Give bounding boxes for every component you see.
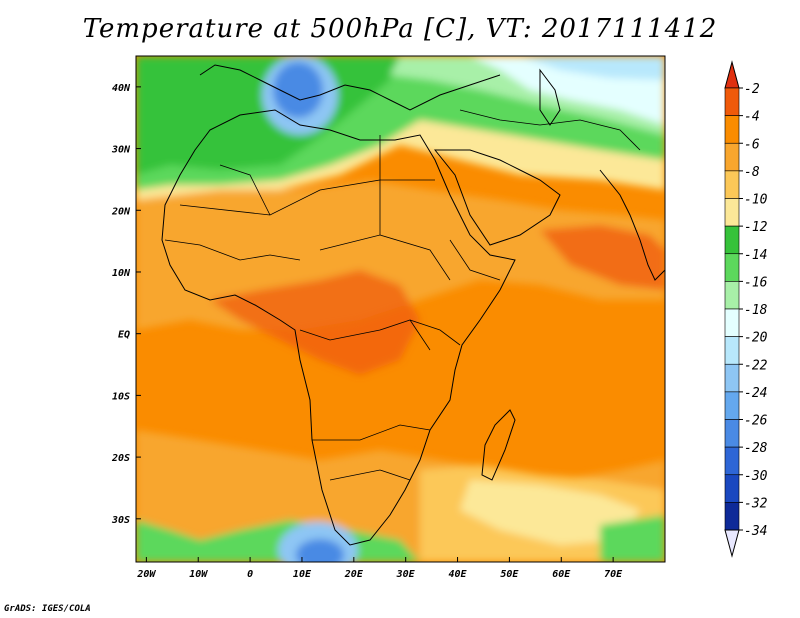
border-south-1 xyxy=(312,424,431,441)
field-band-minus2-center xyxy=(210,270,420,375)
x-tick-label: 10W xyxy=(189,569,208,580)
colorbar-swatch xyxy=(724,502,740,531)
y-tick-label: 20S xyxy=(111,453,130,464)
colorbar-label: -32 xyxy=(744,496,768,511)
colorbar-swatch xyxy=(724,170,740,199)
x-tick-label: 70E xyxy=(604,569,623,580)
border-congo xyxy=(299,319,431,351)
colorbar-label: -12 xyxy=(744,220,768,235)
colorbar-swatch xyxy=(724,253,740,282)
x-tick-label: 30E xyxy=(396,569,416,580)
x-tick-label: 40E xyxy=(449,569,468,580)
border-east xyxy=(409,319,461,346)
colorbar-label: -28 xyxy=(744,441,768,456)
border-sahara-1 xyxy=(179,179,381,235)
y-tick-label: 10N xyxy=(112,268,131,279)
field-band-minus16-southeast xyxy=(600,515,665,562)
map-title: Temperature at 500hPa [C], VT: 201711141… xyxy=(82,14,718,44)
arabia-coastline xyxy=(433,149,561,246)
colorbar-swatch xyxy=(724,474,740,503)
plot-frame xyxy=(135,55,666,563)
colorbar-swatch xyxy=(724,198,740,227)
border-south-2 xyxy=(329,469,411,481)
border-west xyxy=(164,239,301,261)
field-band-minus10-south xyxy=(460,480,640,545)
europe-coastline xyxy=(199,64,501,111)
border-sahara-2 xyxy=(219,164,271,216)
colorbar-swatch xyxy=(724,419,740,448)
colorbar-swatch xyxy=(724,142,740,172)
colorbar-label: -6 xyxy=(744,137,760,152)
colorbar-swatch xyxy=(724,363,740,393)
colorbar-label: -26 xyxy=(744,414,768,429)
colorbar-swatch xyxy=(724,225,740,255)
colorbar-label: -4 xyxy=(744,110,760,125)
y-tick-label: 30S xyxy=(111,515,130,526)
field-cold-pool-south-core xyxy=(296,539,344,562)
colorbar-label: -8 xyxy=(744,165,760,180)
india-coastline xyxy=(599,169,665,281)
y-tick-label: 40N xyxy=(112,83,131,94)
x-tick-label: 20W xyxy=(136,569,156,580)
border-horn xyxy=(449,239,501,281)
border-central xyxy=(319,234,451,281)
colorbar-label: -20 xyxy=(744,331,768,346)
field-band-minus22 xyxy=(520,56,665,80)
field-band-minus2-east xyxy=(540,225,665,290)
colorbar-label: -34 xyxy=(744,524,767,539)
colorbar-label: -10 xyxy=(744,193,768,208)
colorbar-swatch xyxy=(724,391,740,420)
y-tick-label: 30N xyxy=(111,145,131,156)
colorbar-swatch xyxy=(724,308,740,337)
colorbar-label: -22 xyxy=(744,358,768,373)
border-egypt xyxy=(379,135,435,181)
colorbar-swatch xyxy=(724,446,740,476)
colorbar: -2 -4 -6 -8 -10 -12 -14 -16 -18 -20 -22 -24 -26 -28 -3… xyxy=(724,60,768,558)
colorbar-label: -16 xyxy=(744,275,768,290)
borders xyxy=(164,109,641,481)
x-tick-label: 10E xyxy=(293,569,312,580)
x-axis-ticks: 20W 10W 0 10E 20E 30E 40E 50E 60E 70E xyxy=(136,557,623,580)
temperature-field xyxy=(136,56,665,562)
credit-label: GrADS: IGES/COLA xyxy=(4,604,91,614)
colorbar-swatch xyxy=(724,87,740,116)
coastlines xyxy=(161,64,665,546)
africa-coastline xyxy=(161,109,516,546)
x-tick-label: 60E xyxy=(552,569,571,580)
border-middle-east xyxy=(459,109,641,151)
y-tick-label: 20N xyxy=(111,206,131,217)
x-tick-label: 0 xyxy=(247,569,253,580)
colorbar-swatch xyxy=(724,281,740,310)
colorbar-bottom-arrow xyxy=(724,529,740,558)
colorbar-label: -14 xyxy=(744,248,767,263)
caspian-coast xyxy=(539,68,561,126)
x-tick-label: 50E xyxy=(500,569,519,580)
colorbar-label: -24 xyxy=(744,386,767,401)
colorbar-swatch xyxy=(724,115,740,144)
colorbar-top-arrow xyxy=(724,60,740,89)
colorbar-label: -30 xyxy=(744,469,768,484)
y-tick-label: EQ xyxy=(118,330,130,341)
colorbar-swatch xyxy=(724,336,740,365)
field-cold-pool-north-core xyxy=(273,62,323,118)
y-tick-label: 10S xyxy=(112,391,130,402)
madagascar xyxy=(481,409,516,481)
x-tick-label: 20E xyxy=(344,569,364,580)
y-axis-ticks: 40N 30N 20N 10N EQ 10S 20S 30S xyxy=(111,83,141,526)
colorbar-label: -2 xyxy=(744,82,760,97)
colorbar-label: -18 xyxy=(744,303,768,318)
